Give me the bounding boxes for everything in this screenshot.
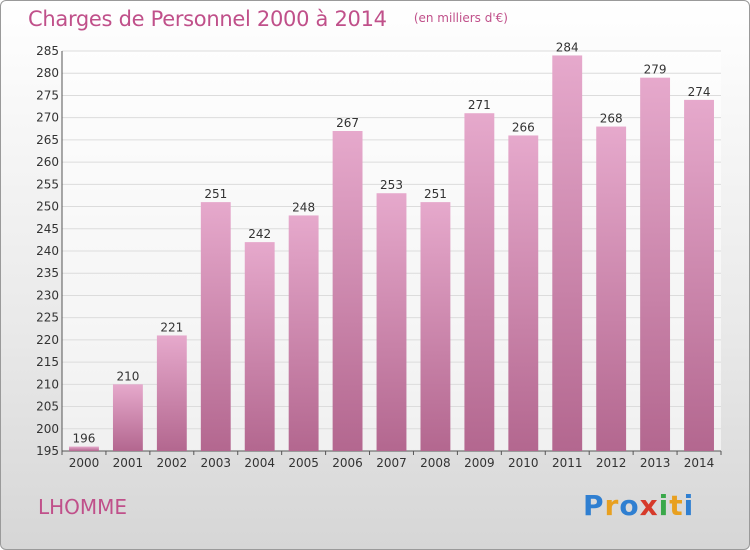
x-tick-label: 2011 — [552, 456, 583, 470]
x-tick-label: 2009 — [464, 456, 495, 470]
bar — [376, 193, 407, 451]
chart-title-block: Charges de Personnel 2000 à 2014 (en mil… — [28, 7, 508, 31]
data-label: 251 — [424, 187, 447, 201]
y-tick-label: 270 — [36, 111, 59, 125]
data-label: 248 — [292, 200, 315, 214]
data-label: 221 — [160, 320, 183, 334]
y-tick-label: 210 — [36, 377, 59, 391]
x-tick-label: 2002 — [157, 456, 188, 470]
bar — [332, 131, 363, 451]
logo-letter: i — [658, 489, 670, 522]
x-tick-label: 2005 — [288, 456, 319, 470]
bar — [596, 126, 627, 452]
data-label: 196 — [73, 432, 96, 446]
y-tick-label: 280 — [36, 66, 59, 80]
y-tick-label: 235 — [36, 266, 59, 280]
logo-letter: P — [583, 489, 605, 522]
chart-subtitle: (en milliers d'€) — [413, 11, 508, 25]
y-tick-label: 275 — [36, 88, 59, 102]
x-tick-label: 2003 — [200, 456, 231, 470]
logo-letter: t — [669, 489, 684, 522]
logo-letter: x — [639, 489, 659, 522]
data-label: 253 — [380, 178, 403, 192]
y-tick-label: 215 — [36, 355, 59, 369]
x-tick-label: 2012 — [596, 456, 627, 470]
logo-letter: o — [619, 489, 640, 522]
y-tick-label: 265 — [36, 133, 59, 147]
bar — [69, 446, 99, 451]
x-tick-label: 2014 — [684, 456, 715, 470]
x-tick-label: 2006 — [332, 456, 363, 470]
data-label: 274 — [688, 85, 711, 99]
data-label: 266 — [512, 120, 535, 134]
y-tick-label: 220 — [36, 333, 59, 347]
y-tick-label: 285 — [36, 44, 59, 58]
data-label: 242 — [248, 227, 271, 241]
x-tick-label: 2008 — [420, 456, 451, 470]
y-tick-label: 195 — [36, 444, 59, 458]
y-tick-label: 250 — [36, 200, 59, 214]
bar — [288, 215, 319, 451]
y-tick-label: 245 — [36, 222, 59, 236]
y-tick-label: 225 — [36, 311, 59, 325]
bar — [244, 242, 275, 451]
data-label: 268 — [600, 112, 623, 126]
bar — [640, 77, 671, 452]
data-label: 267 — [336, 116, 359, 130]
logo-letter: r — [604, 489, 620, 522]
bar — [552, 55, 583, 451]
y-tick-label: 205 — [36, 400, 59, 414]
bar — [200, 202, 231, 451]
y-tick-label: 200 — [36, 422, 59, 436]
x-tick-label: 2013 — [640, 456, 671, 470]
data-label: 210 — [116, 369, 139, 383]
x-tick-label: 2007 — [376, 456, 407, 470]
x-tick-label: 2000 — [69, 456, 100, 470]
x-tick-label: 2001 — [113, 456, 144, 470]
bar — [420, 202, 451, 451]
data-label: 251 — [204, 187, 227, 201]
data-label: 271 — [468, 98, 491, 112]
bar — [112, 384, 143, 451]
logo-letter: i — [683, 489, 695, 522]
proxiti-logo: Proxiti — [583, 489, 694, 522]
commune-name: LHOMME — [38, 495, 128, 519]
y-tick-label: 230 — [36, 288, 59, 302]
bar — [508, 135, 539, 451]
y-tick-label: 255 — [36, 177, 59, 191]
x-tick-label: 2010 — [508, 456, 539, 470]
y-tick-label: 240 — [36, 244, 59, 258]
chart-title: Charges de Personnel 2000 à 2014 — [28, 7, 387, 31]
bar — [684, 99, 714, 451]
y-tick-label: 260 — [36, 155, 59, 169]
bar — [156, 335, 187, 451]
data-label: 284 — [556, 40, 579, 54]
bar — [464, 113, 495, 451]
data-label: 279 — [644, 63, 667, 77]
x-tick-label: 2004 — [244, 456, 275, 470]
